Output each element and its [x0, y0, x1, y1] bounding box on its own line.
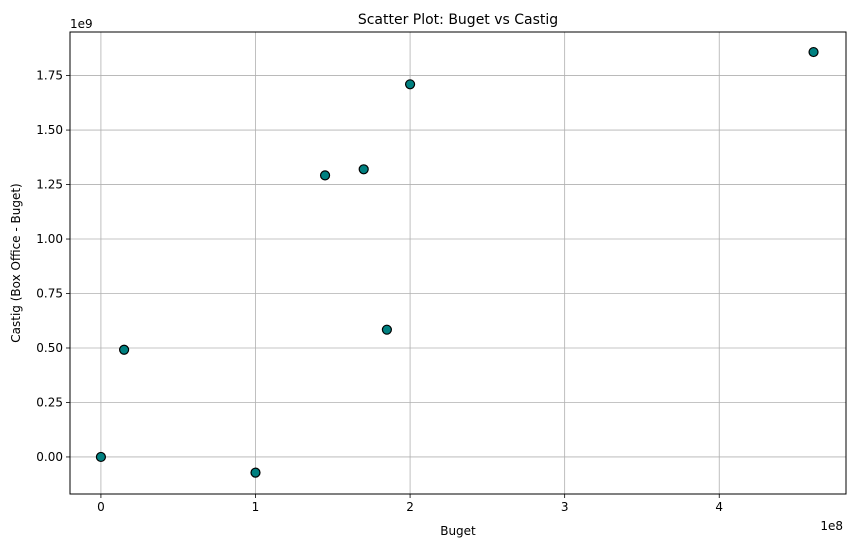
y-tick-label: 0.25 [36, 395, 63, 409]
y-tick-label: 0.75 [36, 287, 63, 301]
y-tick-label: 0.00 [36, 450, 63, 464]
y-multiplier-label: 1e9 [70, 17, 93, 31]
data-point [319, 170, 331, 181]
data-point [808, 46, 819, 58]
x-tick-label: 2 [406, 500, 414, 514]
y-tick-label: 1.75 [36, 69, 63, 83]
x-axis-label: Buget [440, 524, 476, 538]
chart-title: Scatter Plot: Buget vs Castig [358, 12, 558, 28]
x-multiplier-label: 1e8 [820, 519, 843, 533]
x-tick-label: 4 [715, 500, 723, 514]
y-tick-label: 1.50 [36, 123, 63, 137]
y-tick-label: 1.25 [36, 178, 63, 192]
data-point [95, 451, 107, 463]
x-tick-label: 3 [561, 500, 569, 514]
data-point [119, 344, 130, 355]
x-tick-label: 1 [252, 500, 260, 514]
data-point [358, 164, 369, 175]
x-axis-ticks: 0 1 2 3 4 [97, 494, 723, 514]
y-axis-label: Castig (Box Office - Buget) [9, 183, 23, 342]
y-tick-label: 1.00 [36, 232, 63, 246]
data-point [404, 79, 416, 90]
y-tick-label: 0.50 [36, 341, 63, 355]
data-point [381, 324, 392, 335]
data-point [250, 467, 261, 478]
plot-frame [69, 31, 847, 495]
x-tick-label: 0 [97, 500, 105, 514]
grid-lines [70, 32, 846, 494]
data-points [95, 46, 819, 478]
y-axis-ticks: 0.00 0.25 0.50 0.75 1.00 1.25 1.50 1.75 [36, 69, 70, 464]
